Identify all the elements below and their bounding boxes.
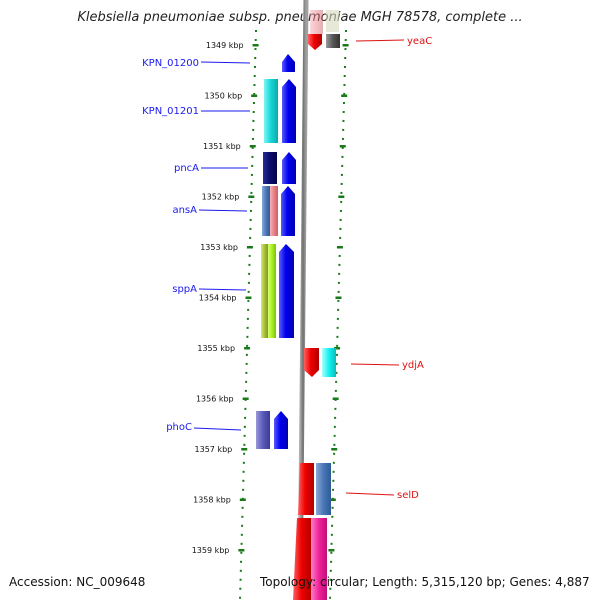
ruler-tick [336,246,343,249]
gene-label-ydja: ydjA [402,360,424,371]
gene-feature [270,186,278,236]
gene-label-kpn-01200: KPN_01200 [142,58,199,69]
ruler-tick [331,448,338,451]
ruler-tick-label: 1352 kbp [202,193,240,202]
ruler-tick-label: 1354 kbp [199,294,237,303]
ruler-tick [328,549,335,552]
ruler-ticks: 1349 kbp 1350 kbp 1351 kbp 1352 kbp 1353 kbp… [192,41,349,555]
ruler-tick-label: 1358 kbp [193,496,231,505]
gene-feature [316,463,331,515]
ruler-tick-label: 1356 kbp [196,395,234,404]
gene-feature [293,518,312,600]
ruler-tick [339,145,346,148]
gene-feature [279,244,294,338]
ruler-tick [241,448,248,451]
gene-label-pnca: pncA [174,163,199,174]
ruler-tick [249,145,256,148]
map-title: Klebsiella pneumoniae subsp. pneumoniae … [77,10,523,25]
ruler-tick [341,94,348,97]
gene-feature [311,518,327,600]
gene-feature [263,152,277,184]
ruler-tick [245,296,252,299]
gene-features-left [256,54,296,449]
ruler-tick [329,498,336,501]
ruler-tick [239,498,246,501]
ruler-tick-label: 1355 kbp [197,344,235,353]
ruler-tick [335,296,342,299]
ruler-tick-label: 1357 kbp [195,445,233,454]
gene-feature [282,54,295,72]
ruler-tick-label: 1350 kbp [204,92,242,101]
gene-label-ansa: ansA [172,205,197,216]
gene-label-yeac: yeaC [407,36,432,47]
gene-feature [268,244,276,338]
accession-text: Accession: NC_009648 [9,575,146,589]
gene-feature [322,348,336,377]
ruler-tick [334,347,341,350]
ruler-tick [238,549,245,552]
gene-label-seld: selD [397,490,419,501]
gene-feature [326,10,339,32]
gene-label-sppa: sppA [172,284,197,295]
gene-feature [282,152,296,184]
gene-feature [308,34,322,50]
gene-feature [282,79,296,143]
gene-feature [256,411,270,449]
topology-text: Topology: circular; Length: 5,315,120 bp… [260,575,590,589]
ruler-tick-label: 1351 kbp [203,142,241,151]
gene-labels-left: KPN_01200 KPN_01201 pncA ansA sppA phoC [142,58,251,433]
ruler-tick [242,397,249,400]
ruler-tick [338,195,345,198]
gene-feature [310,10,323,34]
gene-label-phoc: phoC [166,422,192,433]
ruler-tick-label: 1359 kbp [192,546,230,555]
ruler-tick [248,195,255,198]
ruler-tick-label: 1353 kbp [200,243,238,252]
gene-feature [326,34,340,48]
gene-labels-right: yeaC ydjA selD [345,36,432,501]
gene-feature [274,411,288,449]
ruler-tick [251,94,258,97]
ruler-tick [342,44,349,47]
gene-feature [304,348,319,377]
gene-feature [264,79,278,143]
gene-feature [262,186,270,236]
ruler-tick [252,44,259,47]
gene-feature [298,463,314,515]
ruler-tick [332,397,339,400]
gene-features-right [293,10,340,600]
gene-label-kpn-01201: KPN_01201 [142,106,199,117]
ruler-tick-label: 1349 kbp [206,41,244,50]
ruler-tick [246,246,253,249]
gene-feature [261,244,268,338]
gene-feature [281,186,295,236]
ruler-tick [244,347,251,350]
